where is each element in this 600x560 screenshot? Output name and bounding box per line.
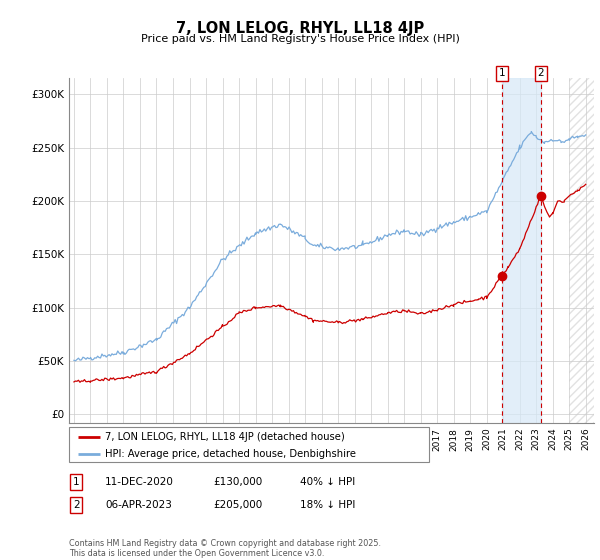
Text: Contains HM Land Registry data © Crown copyright and database right 2025.
This d: Contains HM Land Registry data © Crown c… (69, 539, 381, 558)
Bar (502, 78, 541, 423)
Text: 11-DEC-2020: 11-DEC-2020 (105, 477, 174, 487)
Text: 1: 1 (73, 477, 80, 487)
Text: 1: 1 (499, 68, 506, 78)
Text: 2: 2 (73, 500, 80, 510)
Text: 7, LON LELOG, RHYL, LL18 4JP (detached house): 7, LON LELOG, RHYL, LL18 4JP (detached h… (105, 432, 345, 442)
Text: Price paid vs. HM Land Registry's House Price Index (HPI): Price paid vs. HM Land Registry's House … (140, 34, 460, 44)
Text: £130,000: £130,000 (213, 477, 262, 487)
Text: 06-APR-2023: 06-APR-2023 (105, 500, 172, 510)
Text: 18% ↓ HPI: 18% ↓ HPI (300, 500, 355, 510)
Text: £205,000: £205,000 (213, 500, 262, 510)
Bar (569, 78, 594, 423)
Text: 40% ↓ HPI: 40% ↓ HPI (300, 477, 355, 487)
Text: 7, LON LELOG, RHYL, LL18 4JP: 7, LON LELOG, RHYL, LL18 4JP (176, 21, 424, 36)
Text: HPI: Average price, detached house, Denbighshire: HPI: Average price, detached house, Denb… (105, 449, 356, 459)
Text: 2: 2 (538, 68, 544, 78)
